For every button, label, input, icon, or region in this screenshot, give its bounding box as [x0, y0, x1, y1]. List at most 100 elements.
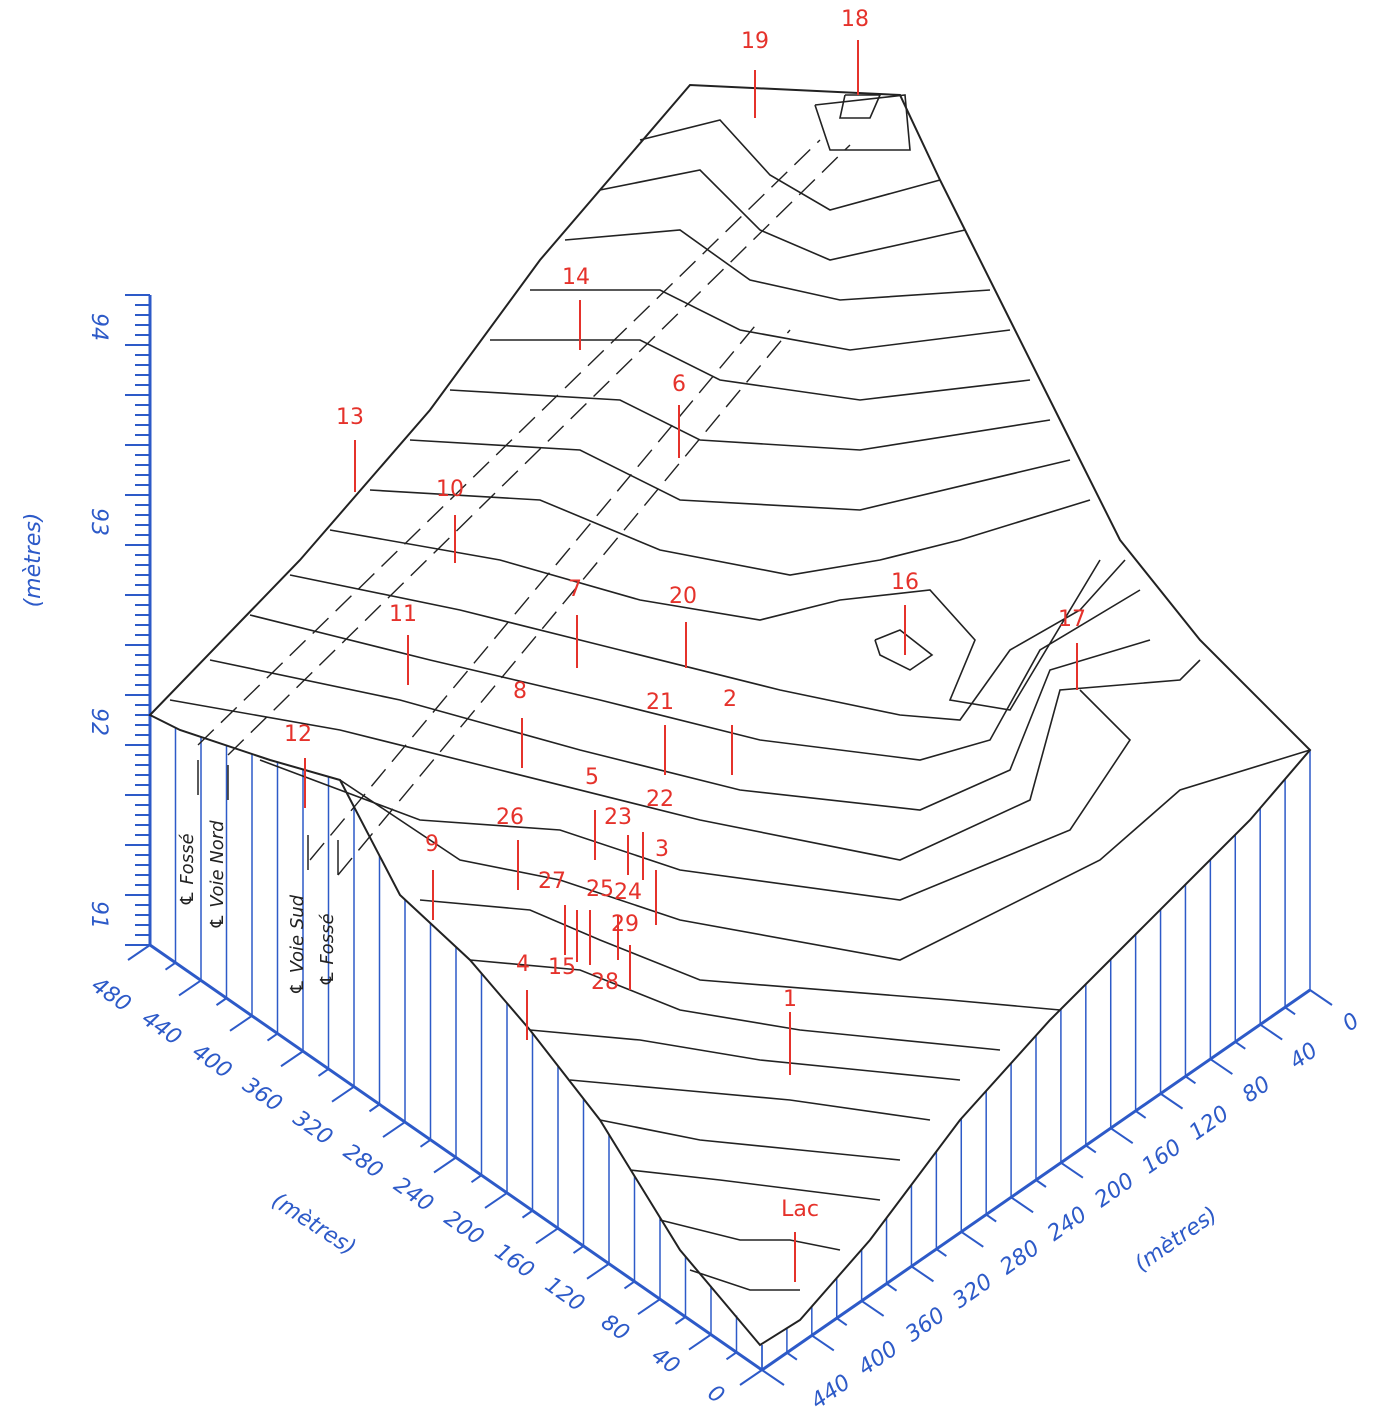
left-axis-tick — [319, 1069, 329, 1076]
right-axis-tick — [936, 1249, 946, 1256]
point-label: 3 — [655, 837, 669, 862]
contour-line — [530, 1030, 960, 1080]
right-tick-label: 440 — [807, 1370, 856, 1407]
point-label: 19 — [741, 29, 769, 54]
point-label: 27 — [538, 869, 566, 894]
right-axis-tick — [1111, 1128, 1133, 1143]
right-tick-label: 80 — [1238, 1072, 1275, 1109]
right-axis-tick — [1185, 1076, 1195, 1083]
right-tick-label: 120 — [1185, 1101, 1234, 1146]
right-axis-tick — [787, 1353, 797, 1360]
contour-line — [875, 630, 932, 670]
point-label: Lac — [781, 1197, 819, 1222]
point-label: 26 — [496, 805, 524, 830]
contour-line — [330, 530, 1100, 710]
contour-line — [815, 95, 910, 150]
left-axis-tick — [421, 1140, 431, 1147]
right-tick-label: 0 — [1338, 1008, 1364, 1037]
right-axis-tick — [961, 1232, 983, 1247]
right-axis-tick — [1210, 1059, 1232, 1074]
annotation: ℄ Voie Nord — [207, 820, 228, 930]
point-label: 14 — [562, 265, 590, 290]
left-axis-tick — [740, 1370, 762, 1385]
contour-line — [660, 1220, 840, 1250]
right-axis-tick — [1310, 990, 1332, 1005]
left-tick-label: 480 — [87, 973, 136, 1018]
left-tick-label: 80 — [596, 1310, 633, 1347]
right-tick-label: 280 — [996, 1236, 1045, 1281]
right-tick-label: 400 — [854, 1336, 903, 1381]
point-label: 8 — [513, 679, 527, 704]
right-axis-tick — [1136, 1111, 1146, 1118]
vertical-tick-label: 91 — [86, 901, 111, 929]
annotation: ℄ Fossé — [177, 833, 198, 906]
point-label: 4 — [516, 952, 530, 977]
contour-line — [290, 560, 1125, 720]
left-axis-tick — [676, 1317, 686, 1324]
point-label: 28 — [591, 970, 619, 995]
point-label: 6 — [672, 372, 686, 397]
point-label: 17 — [1058, 607, 1086, 632]
left-tick-label: 120 — [540, 1272, 589, 1317]
right-axis-tick — [887, 1284, 897, 1291]
contour-line — [600, 1120, 900, 1160]
road-line — [198, 140, 820, 745]
right-tick-label: 40 — [1285, 1038, 1322, 1075]
left-axis-tick — [230, 1016, 252, 1031]
right-tick-label: 200 — [1090, 1168, 1139, 1213]
point-label: 13 — [336, 405, 364, 430]
right-axis-tick — [1285, 1007, 1295, 1014]
point-label: 29 — [611, 912, 639, 937]
point-label: 11 — [389, 602, 417, 627]
point-label: 10 — [436, 477, 464, 502]
right-axis-tick — [1260, 1025, 1282, 1040]
contour-line — [410, 440, 1070, 510]
terrain-block-diagram: 91929394(mètres)040801201602002402803203… — [0, 0, 1380, 1407]
contour-line — [250, 590, 1140, 760]
right-axis-tick — [1061, 1163, 1083, 1178]
point-label: 9 — [425, 832, 439, 857]
left-tick-label: 440 — [137, 1006, 186, 1051]
left-axis-tick — [434, 1158, 456, 1173]
point-label: 16 — [891, 570, 919, 595]
right-axis-tick — [837, 1318, 847, 1325]
contour-line — [490, 340, 1030, 400]
right-axis-tick — [762, 1370, 784, 1385]
vertical-axis-title: (mètres) — [21, 513, 46, 608]
point-label: 25 — [586, 877, 614, 902]
left-axis-tick — [268, 1034, 278, 1041]
contour-line — [640, 120, 940, 210]
left-tick-label: 280 — [339, 1139, 388, 1184]
point-label: 21 — [646, 690, 674, 715]
left-tick-label: 400 — [187, 1039, 236, 1084]
contour-line — [530, 290, 1010, 350]
point-label: 1 — [783, 987, 797, 1012]
right-axis-tick — [862, 1301, 884, 1316]
left-axis-tick — [179, 980, 201, 995]
left-axis-tick — [625, 1281, 635, 1288]
road-line — [228, 145, 850, 755]
contour-line — [450, 390, 1050, 450]
point-label: 18 — [841, 7, 869, 32]
labels: 91929394(mètres)040801201602002402803203… — [21, 7, 1364, 1407]
point-label: 23 — [604, 805, 632, 830]
right-axis-tick — [986, 1215, 996, 1222]
annotation: ℄ Voie Sud — [287, 894, 308, 995]
left-axis-tick — [472, 1175, 482, 1182]
right-tick-label: 320 — [948, 1269, 997, 1314]
point-label: 22 — [646, 787, 674, 812]
right-tick-label: 240 — [1043, 1202, 1092, 1247]
left-axis-tick — [727, 1352, 737, 1359]
point-label: 15 — [548, 955, 576, 980]
contour-line — [600, 170, 965, 260]
right-axis-tick — [1011, 1197, 1033, 1212]
contours — [170, 95, 1310, 1290]
annotation: ℄ Fossé — [317, 913, 338, 986]
left-tick-label: 160 — [490, 1239, 539, 1284]
left-axis-tick — [638, 1299, 660, 1314]
right-axis-tick — [911, 1266, 933, 1281]
right-tick-label: 360 — [901, 1303, 950, 1348]
right-axis-tick — [812, 1335, 834, 1350]
left-tick-label: 40 — [647, 1343, 684, 1380]
left-tick-label: 200 — [439, 1206, 488, 1251]
